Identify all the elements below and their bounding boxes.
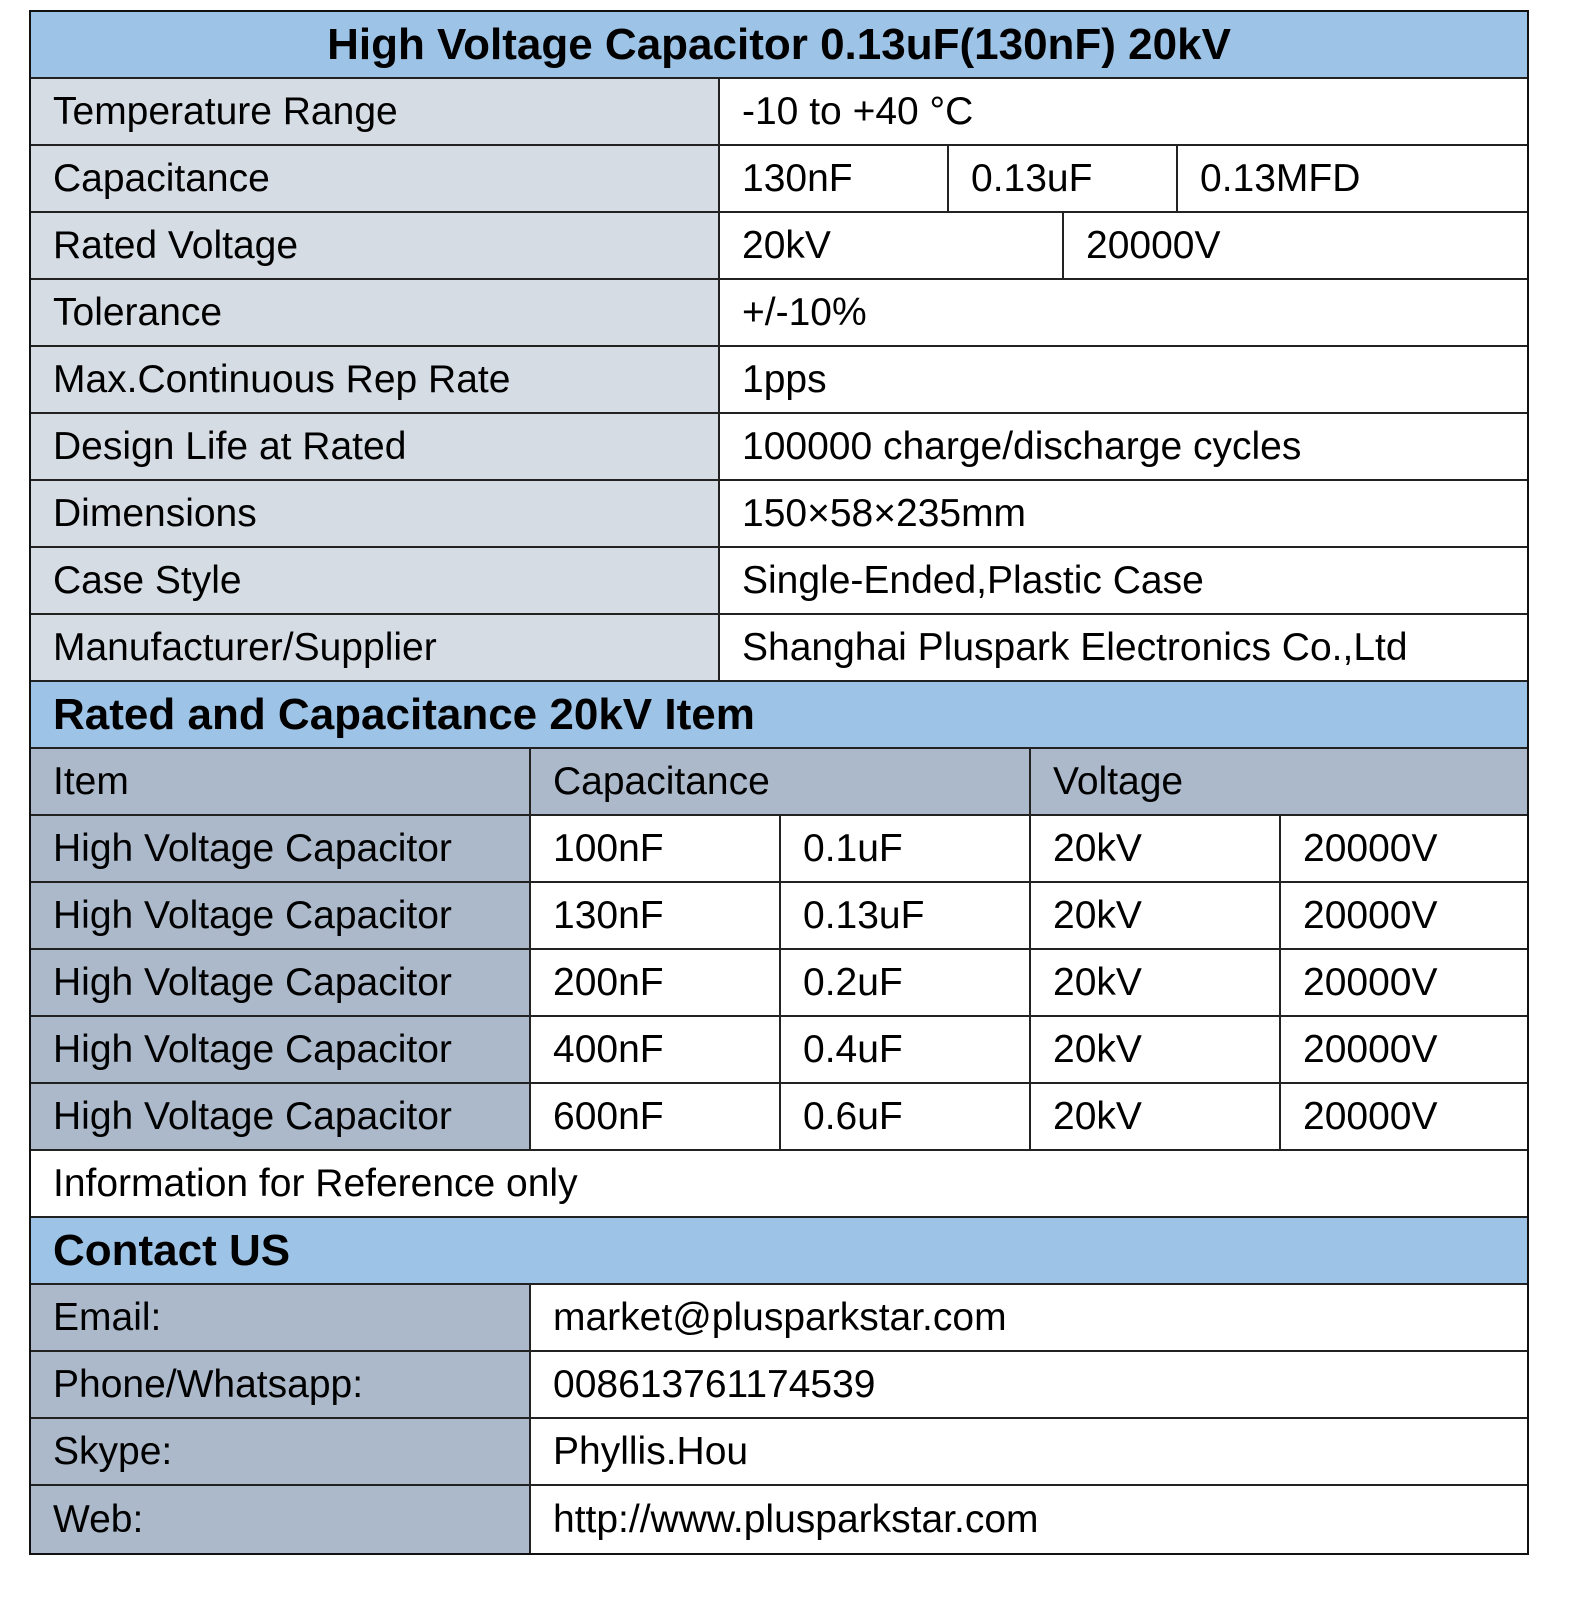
voltage-v: 20000V [1303, 1094, 1438, 1138]
page-title: High Voltage Capacitor 0.13uF(130nF) 20k… [31, 12, 1527, 77]
contact-value[interactable]: Phyllis.Hou [553, 1429, 749, 1473]
item-name: High Voltage Capacitor [31, 950, 531, 1015]
section-title: Contact US [31, 1218, 1527, 1283]
title-row: High Voltage Capacitor 0.13uF(130nF) 20k… [31, 12, 1527, 79]
capacitance-uf: 0.13uF [781, 883, 1031, 948]
contact-row: Email: market@plusparkstar.com [31, 1285, 1527, 1352]
column-header-voltage: Voltage [1031, 749, 1527, 814]
spec-value: +/-10% [742, 290, 867, 334]
contact-label: Phone/Whatsapp: [31, 1352, 531, 1417]
spec-table: High Voltage Capacitor 0.13uF(130nF) 20k… [29, 10, 1529, 1555]
voltage-v: 20000V [1303, 826, 1438, 870]
spec-value: 1pps [742, 357, 827, 401]
spec-label: Case Style [31, 548, 720, 613]
contact-row: Phone/Whatsapp: 008613761174539 [31, 1352, 1527, 1419]
spec-value: Shanghai Pluspark Electronics Co.,Ltd [742, 625, 1408, 669]
spec-row-capacitance: Capacitance 130nF 0.13uF 0.13MFD [31, 146, 1527, 213]
contact-section-header: Contact US [31, 1218, 1527, 1285]
table-row: High Voltage Capacitor 400nF 0.4uF 20kV 2000… [31, 1017, 1527, 1084]
capacitance-uf: 0.4uF [781, 1017, 1031, 1082]
voltage-kv: 20kV [1031, 816, 1281, 881]
capacitance-nf: 130nF [531, 883, 781, 948]
spec-label: Tolerance [31, 280, 720, 345]
capacitance-uf: 0.6uF [781, 1084, 1031, 1149]
voltage-v: 20000V [1303, 1027, 1438, 1071]
voltage-kv: 20kV [1031, 1017, 1281, 1082]
spec-value: 20kV [720, 213, 1064, 278]
spec-label: Rated Voltage [31, 213, 720, 278]
section-title: Rated and Capacitance 20kV Item [31, 682, 1527, 747]
spec-row-case-style: Case Style Single-Ended,Plastic Case [31, 548, 1527, 615]
voltage-kv: 20kV [1031, 883, 1281, 948]
item-name: High Voltage Capacitor [31, 816, 531, 881]
voltage-kv: 20kV [1031, 1084, 1281, 1149]
spec-value: -10 to +40 °C [742, 89, 974, 133]
spec-value: 100000 charge/discharge cycles [742, 424, 1302, 468]
spec-label: Manufacturer/Supplier [31, 615, 720, 680]
contact-row: Web: http://www.plusparkstar.com [31, 1486, 1527, 1553]
reference-note-row: Information for Reference only [31, 1151, 1527, 1218]
items-column-headers: Item Capacitance Voltage [31, 749, 1527, 816]
contact-label: Web: [31, 1486, 531, 1553]
spec-value: 20000V [1086, 223, 1221, 267]
spec-value: Single-Ended,Plastic Case [742, 558, 1204, 602]
voltage-v: 20000V [1303, 960, 1438, 1004]
spec-row-tolerance: Tolerance +/-10% [31, 280, 1527, 347]
item-name: High Voltage Capacitor [31, 1084, 531, 1149]
spec-value: 150×58×235mm [742, 491, 1027, 535]
column-header-capacitance: Capacitance [531, 749, 1031, 814]
capacitance-nf: 600nF [531, 1084, 781, 1149]
item-name: High Voltage Capacitor [31, 883, 531, 948]
capacitance-nf: 100nF [531, 816, 781, 881]
voltage-kv: 20kV [1031, 950, 1281, 1015]
spec-label: Capacitance [31, 146, 720, 211]
contact-row: Skype: Phyllis.Hou [31, 1419, 1527, 1486]
table-row: High Voltage Capacitor 130nF 0.13uF 20kV 200… [31, 883, 1527, 950]
table-row: High Voltage Capacitor 100nF 0.1uF 20kV 2000… [31, 816, 1527, 883]
contact-label: Skype: [31, 1419, 531, 1484]
contact-label: Email: [31, 1285, 531, 1350]
spec-label: Dimensions [31, 481, 720, 546]
spec-row-design-life: Design Life at Rated 100000 charge/disch… [31, 414, 1527, 481]
spec-label: Design Life at Rated [31, 414, 720, 479]
contact-value[interactable]: http://www.plusparkstar.com [553, 1497, 1039, 1541]
contact-value[interactable]: market@plusparkstar.com [553, 1295, 1007, 1339]
items-section-header: Rated and Capacitance 20kV Item [31, 682, 1527, 749]
table-row: High Voltage Capacitor 600nF 0.6uF 20kV 2000… [31, 1084, 1527, 1151]
spec-value: 0.13uF [949, 146, 1178, 211]
capacitance-nf: 400nF [531, 1017, 781, 1082]
voltage-v: 20000V [1303, 893, 1438, 937]
spec-value: 0.13MFD [1200, 156, 1361, 200]
reference-note: Information for Reference only [53, 1161, 578, 1205]
column-header-item: Item [31, 749, 531, 814]
table-row: High Voltage Capacitor 200nF 0.2uF 20kV 2000… [31, 950, 1527, 1017]
spec-row-temperature: Temperature Range -10 to +40 °C [31, 79, 1527, 146]
contact-value[interactable]: 008613761174539 [553, 1362, 876, 1406]
spec-row-rep-rate: Max.Continuous Rep Rate 1pps [31, 347, 1527, 414]
item-name: High Voltage Capacitor [31, 1017, 531, 1082]
spec-row-voltage: Rated Voltage 20kV 20000V [31, 213, 1527, 280]
spec-label: Temperature Range [31, 79, 720, 144]
capacitance-uf: 0.1uF [781, 816, 1031, 881]
capacitance-nf: 200nF [531, 950, 781, 1015]
spec-row-manufacturer: Manufacturer/Supplier Shanghai Pluspark … [31, 615, 1527, 682]
spec-row-dimensions: Dimensions 150×58×235mm [31, 481, 1527, 548]
spec-label: Max.Continuous Rep Rate [31, 347, 720, 412]
capacitance-uf: 0.2uF [781, 950, 1031, 1015]
spec-value: 130nF [720, 146, 949, 211]
